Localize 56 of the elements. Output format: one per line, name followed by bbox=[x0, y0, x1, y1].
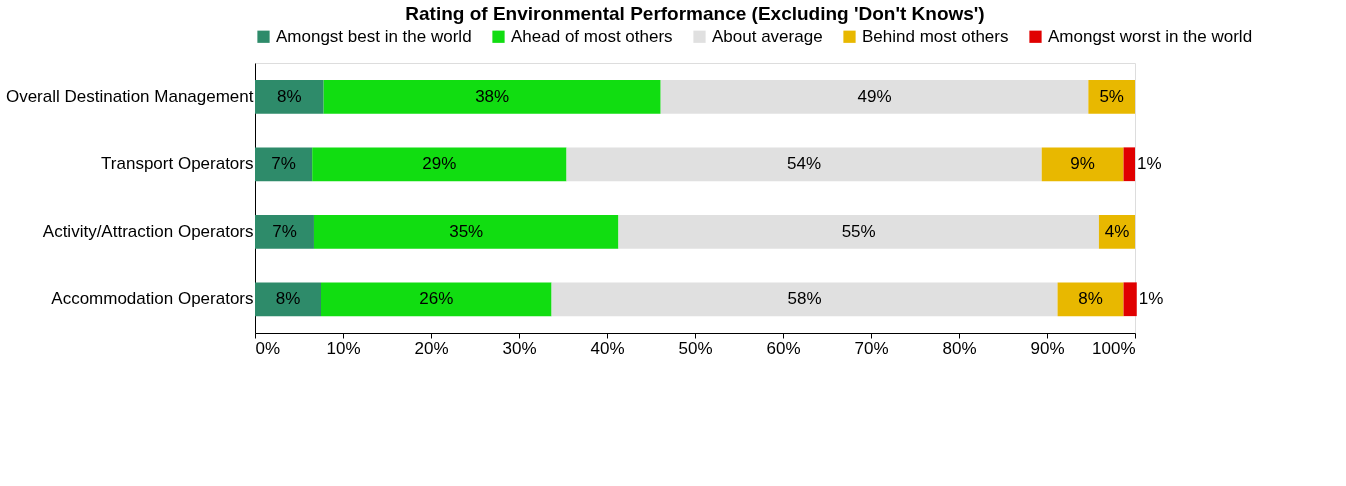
data-label: 58% bbox=[787, 289, 822, 309]
data-label: 35% bbox=[449, 221, 484, 241]
data-label: 4% bbox=[1104, 221, 1130, 241]
bar bbox=[1057, 282, 1124, 317]
bar bbox=[255, 282, 321, 317]
data-label: 7% bbox=[271, 154, 296, 174]
bar bbox=[312, 147, 567, 182]
bar bbox=[551, 282, 1058, 317]
data-label: 55% bbox=[841, 221, 876, 241]
data-label: 49% bbox=[857, 86, 892, 106]
x-tick-label: 0% bbox=[255, 338, 281, 358]
legend-label: Amongst worst in the world bbox=[1048, 26, 1253, 46]
bar bbox=[1123, 282, 1137, 317]
bar bbox=[1088, 79, 1135, 114]
bar bbox=[321, 282, 552, 317]
data-label: 38% bbox=[475, 86, 510, 106]
data-label: 54% bbox=[787, 154, 822, 174]
y-tick-label: Activity/Attraction Operators bbox=[42, 221, 254, 241]
bar bbox=[660, 79, 1089, 114]
x-tick-label: 60% bbox=[766, 338, 801, 358]
data-label: 1% bbox=[1137, 154, 1162, 174]
bar bbox=[255, 214, 314, 249]
x-tick-label: 50% bbox=[678, 338, 713, 358]
legend-label: Ahead of most others bbox=[511, 26, 673, 46]
bar bbox=[1041, 147, 1124, 182]
legend-label: Behind most others bbox=[862, 26, 1009, 46]
data-label: 8% bbox=[277, 86, 302, 106]
chart-title: Rating of Environmental Performance (Excluding 'Don't Knows') bbox=[405, 3, 985, 24]
bar bbox=[323, 79, 661, 114]
bar bbox=[1123, 147, 1135, 182]
data-label: 8% bbox=[1078, 289, 1103, 309]
x-tick-label: 40% bbox=[590, 338, 625, 358]
x-tick-label: 90% bbox=[1030, 338, 1065, 358]
data-label: 7% bbox=[272, 221, 297, 241]
bar bbox=[566, 147, 1042, 182]
bar bbox=[255, 79, 324, 114]
x-tick-label: 10% bbox=[326, 338, 361, 358]
data-label: 29% bbox=[422, 154, 457, 174]
bar bbox=[313, 214, 619, 249]
data-label: 5% bbox=[1099, 86, 1124, 106]
x-tick-label: 20% bbox=[414, 338, 449, 358]
legend-label: Amongst best in the world bbox=[276, 26, 472, 46]
data-label: 26% bbox=[419, 289, 454, 309]
x-tick-label: 30% bbox=[502, 338, 537, 358]
x-tick-label: 80% bbox=[942, 338, 977, 358]
data-label: 9% bbox=[1070, 154, 1095, 174]
y-tick-label: Overall Destination Management bbox=[5, 86, 254, 106]
data-label: 1% bbox=[1138, 289, 1164, 309]
y-tick-label: Transport Operators bbox=[101, 154, 254, 174]
y-tick-label: Accommodation Operators bbox=[51, 289, 254, 309]
x-tick-label: 70% bbox=[854, 338, 889, 358]
bar bbox=[255, 147, 313, 182]
data-label: 8% bbox=[275, 289, 301, 309]
x-tick-label: 100% bbox=[1092, 338, 1136, 358]
bar bbox=[618, 214, 1099, 249]
legend-label: About average bbox=[712, 26, 823, 46]
